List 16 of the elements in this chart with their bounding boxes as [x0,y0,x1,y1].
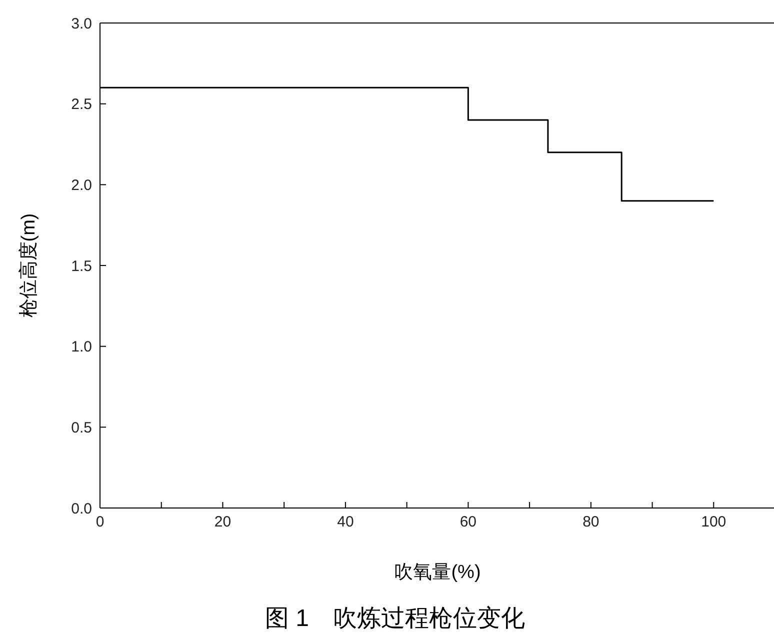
y-axis-title: 枪位高度(m) [18,213,40,318]
text: 图 1 吹炼过程枪位变化 [264,604,526,634]
y-tick-label: 1.5 [71,258,92,275]
x-tick-label: 0 [96,514,104,531]
y-tick-label: 1.0 [71,338,92,356]
y-tick-label: 2.5 [71,96,92,114]
x-axis-title: 吹氧量(%) [394,562,481,583]
x-tick-label: 60 [460,514,477,531]
x-tick-label: 40 [337,514,354,531]
y-tick-label: 0.5 [71,419,92,436]
y-tick-label: 3.0 [71,15,92,32]
y-tick-label: 0.0 [71,500,92,518]
y-tick-label: 2.0 [71,176,92,194]
x-tick-label: 20 [214,514,232,531]
x-tick-label: 100 [701,514,726,531]
x-tick-label: 80 [582,514,600,531]
